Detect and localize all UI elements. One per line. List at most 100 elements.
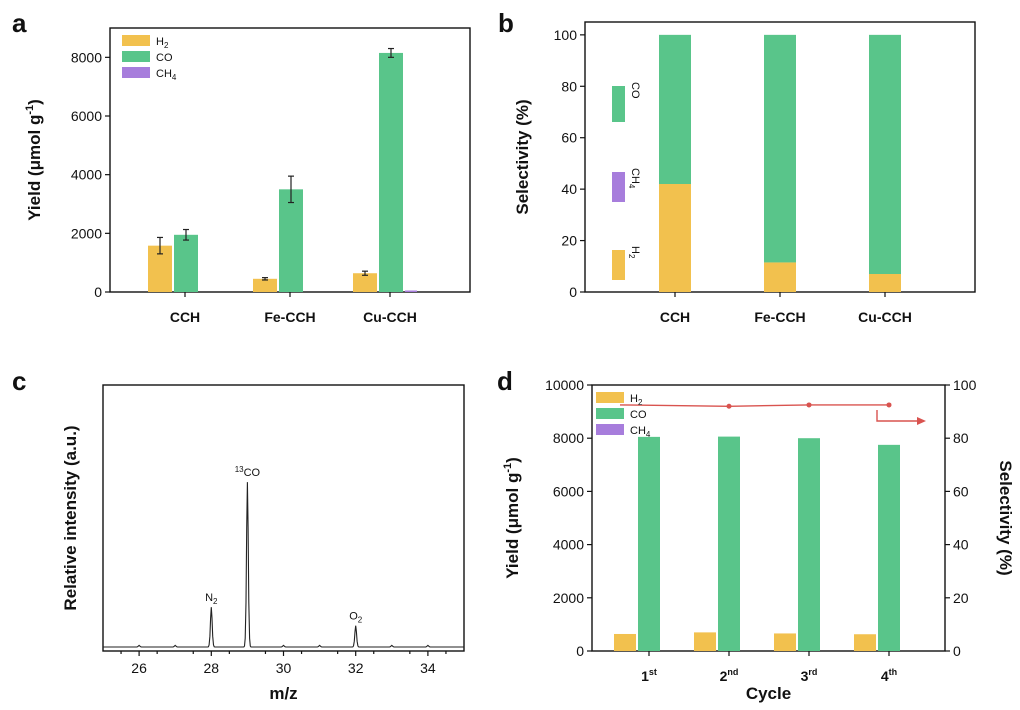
legend-label-a-CO: CO [156,52,173,64]
arrow-right-axis-d [876,410,918,422]
ytick-label-b-4: 80 [561,78,577,94]
ytick-label-a-0: 0 [94,284,102,300]
legend-swatch-a-CO [122,51,150,62]
panel-b-label: b [498,8,514,38]
ytick-label-a-2: 4000 [71,167,102,183]
legend-label-d-CH4: CH4 [630,425,651,439]
bar-b-CO-2 [869,34,901,274]
bar-d-H2-3 [854,634,876,651]
category-a-Cu-CCH: Cu-CCH [363,309,417,325]
ytick-right-label-d-0: 0 [953,643,961,659]
legend-label-a-CH4: CH4 [156,68,177,82]
legend-swatch-b-CO [612,86,625,122]
ytick-label-b-0: 0 [569,284,577,300]
ylabel-a: Yield (μmol g-1) [24,99,44,221]
bar-b-H2-1 [764,262,796,292]
bar-d-CO-0 [638,436,660,651]
ytick-right-label-d-3: 60 [953,483,969,499]
legend-b: CO CH4 H2 [612,82,641,280]
ytick-label-a-1: 2000 [71,225,102,241]
ylabel-b: Selectivity (%) [513,99,532,214]
category-d-1: 2nd [720,667,739,684]
ytick-label-d-4: 8000 [553,430,584,446]
ytick-right-label-d-4: 80 [953,430,969,446]
arrow-head-d [917,417,926,425]
legend-swatch-a-H2 [122,35,150,46]
xtick-label-c-4: 34 [420,660,436,676]
panel-a-label: a [12,8,27,38]
ytick-label-d-0: 0 [576,643,584,659]
legend-swatch-d-H2 [596,392,624,403]
panel-c-label: c [12,366,26,396]
legend-label-b-H2: H2 [627,246,641,259]
legend-swatch-a-CH4 [122,67,150,78]
bar-a-CO-2 [379,52,403,292]
ytick-label-d-3: 6000 [553,483,584,499]
spectrum-line-c [103,482,464,648]
bar-a-H2-1 [253,278,277,292]
bar-a-CH4-2 [405,290,417,292]
panel-c-frame [102,384,465,652]
category-b-CCH: CCH [660,309,690,325]
ytick-label-d-5: 10000 [545,377,584,393]
ytick-right-label-d-1: 20 [953,590,969,606]
legend-a: H2 CO CH4 [122,35,177,82]
selectivity-point-d-2 [806,402,812,408]
xtick-label-c-0: 26 [131,660,147,676]
bar-a-CO-0 [174,234,198,292]
xtick-label-c-2: 30 [276,660,292,676]
bar-d-CO-3 [878,444,900,651]
panel-d-frame [591,384,946,652]
bar-b-CO-1 [764,34,796,263]
ytick-label-b-3: 60 [561,130,577,146]
bar-d-H2-2 [774,633,796,651]
panel-c: c 26 28 30 32 34 m/z Relative intensity (a.u.) N… [12,366,465,703]
legend-swatch-d-CO [596,408,624,419]
category-d-2: 3rd [801,667,818,684]
ytick-label-a-4: 8000 [71,49,102,65]
legend-swatch-b-H2 [612,250,625,280]
bar-b-H2-0 [659,184,691,292]
peak-label-c-1: 13CO [235,465,261,479]
legend-label-a-H2: H2 [156,36,169,50]
xtick-label-c-1: 28 [204,660,220,676]
ytick-label-b-2: 40 [561,181,577,197]
legend-label-d-CO: CO [630,409,647,421]
legend-label-b-CH4: CH4 [627,168,641,189]
legend-d: H2 CO CH4 [596,392,651,439]
panel-d-label: d [497,366,513,396]
ylabel-c: Relative intensity (a.u.) [61,425,80,610]
legend-swatch-b-CH4 [612,172,625,202]
ytick-right-label-d-5: 100 [953,377,977,393]
ytick-label-d-2: 4000 [553,537,584,553]
bar-b-CO-0 [659,34,691,184]
category-a-Fe-CCH: Fe-CCH [264,309,315,325]
xlabel-d: Cycle [746,684,791,703]
ytick-label-b-5: 100 [554,27,578,43]
category-d-3: 4th [881,667,897,684]
category-b-Fe-CCH: Fe-CCH [754,309,805,325]
ylabel-d: Yield (μmol g-1) [502,457,522,579]
panel-b: b 0 20 40 60 80 100 Selectivity (%) CCH Fe-CCH Cu-… [498,8,976,325]
ylabel-right-d: Selectivity (%) [996,460,1015,575]
ytick-right-label-d-2: 40 [953,537,969,553]
xlabel-c: m/z [269,684,297,703]
bar-d-H2-0 [614,633,636,651]
bar-d-H2-1 [694,632,716,651]
peak-label-c-0: N2 [205,592,218,606]
bar-d-CO-1 [718,436,740,651]
xtick-label-c-3: 32 [348,660,364,676]
category-a-CCH: CCH [170,309,200,325]
panel-a: a 0 2000 4000 6000 8000 Yield (μmol g-1) CCH Fe-… [12,8,471,325]
ytick-label-d-1: 2000 [553,590,584,606]
category-d-0: 1st [641,667,657,684]
ytick-label-a-3: 6000 [71,108,102,124]
peak-label-c-2: O2 [349,611,363,625]
legend-label-d-H2: H2 [630,393,643,407]
legend-swatch-d-CH4 [596,424,624,435]
selectivity-point-d-1 [726,403,732,409]
bar-a-H2-2 [353,273,377,292]
ytick-label-b-1: 20 [561,233,577,249]
bar-b-H2-2 [869,274,901,292]
